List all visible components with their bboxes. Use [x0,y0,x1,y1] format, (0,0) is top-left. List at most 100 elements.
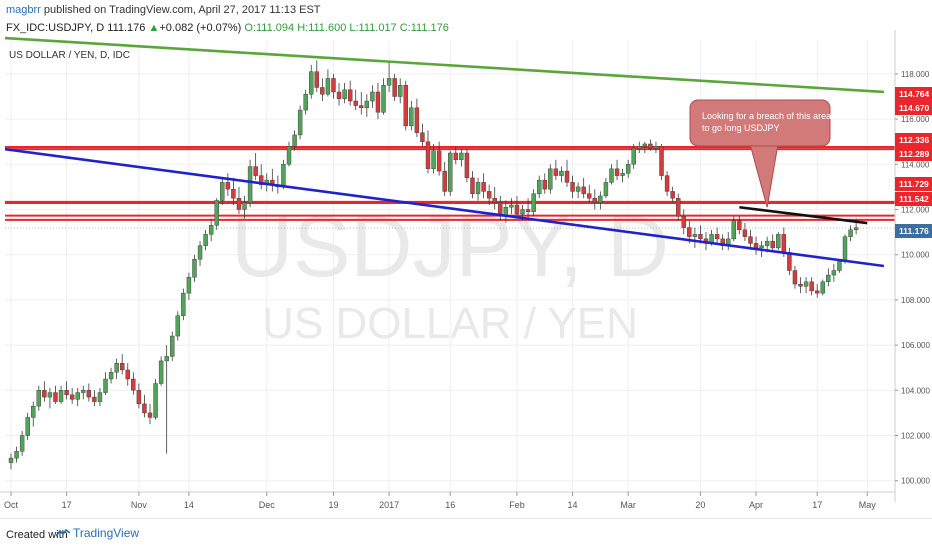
price-label-flag [895,133,932,147]
candle-body [653,146,659,149]
candle-body [220,182,225,201]
y-tick-label: 104.000 [901,386,930,395]
candle-body [531,193,536,212]
publish-info: magbrr published on TradingView.com, Apr… [6,4,321,16]
candle-body [664,175,670,192]
tradingview-icon [56,529,70,537]
candle-body [692,234,698,237]
candle-body [381,84,386,113]
candle-body [787,252,792,271]
candle-body [331,78,336,93]
candle-body [853,227,859,231]
candle-body [208,225,214,235]
candle-body [14,451,19,459]
candle-body [592,197,597,203]
candle-body [142,403,147,414]
candle-body [648,143,653,149]
candle-body [842,236,848,262]
candle-body [320,87,325,95]
candle-body [325,78,331,95]
last-price: 111.176 [107,22,146,34]
candle-body [170,335,175,357]
symbol-info: FX_IDC:USDJPY, D 111.176 ▲+0.082 (+0.07%… [6,22,449,34]
tradingview-logo[interactable]: TradingView [56,526,139,540]
candle-body [509,204,514,208]
candle-body [370,91,375,102]
symbol-label: FX_IDC:USDJPY, D [6,22,105,34]
candle-body [58,390,64,402]
candle-body [764,240,770,246]
candle-body [681,216,686,228]
candle-body [314,71,319,88]
grid-lines [5,40,895,492]
candle-body [297,109,303,136]
candle-body [559,170,564,176]
candle-body [831,270,837,276]
footer: Created with TradingView [0,518,932,551]
candle-body [420,132,425,142]
candle-body [392,78,397,97]
candle-body [86,390,92,398]
trend-line [5,147,885,268]
candle-body [848,229,853,237]
price-chart[interactable]: USDJPY, DUS DOLLAR / YEN US DOLLAR / YEN,… [0,0,932,518]
candle-body [737,220,742,231]
candle-body [525,209,531,212]
tradingview-brand: TradingView [73,526,140,540]
price-label-flag [895,87,932,101]
candle-body [153,383,158,418]
y-tick-label: 112.000 [901,206,930,215]
candle-body [136,390,142,405]
candle-body [837,261,842,271]
x-tick-label: 14 [184,500,194,510]
candle-body [581,186,586,194]
price-label-text: 114.670 [899,103,930,113]
candle-body [698,234,703,240]
price-label-flag [895,147,932,161]
candle-body [809,281,814,292]
candle-body [470,177,475,194]
candle-body [542,179,547,190]
author-link[interactable]: magbrr [6,4,41,16]
candle-body [347,89,353,102]
candle-body [131,378,136,391]
candle-body [236,197,242,210]
x-tick-label: Apr [749,500,763,510]
time-axis: Oct 17 Nov 14 Dec 19 2017 16 Feb 14 Mar 20 Apr 17 May [0,491,895,510]
price-label-text: 111.176 [899,226,929,236]
candle-body [409,107,414,127]
candle-body [798,283,803,287]
candle-body [286,146,292,165]
price-label-text: 111.729 [899,179,929,189]
candle-body [253,166,258,176]
candle-body [659,146,664,176]
candle-body [481,182,486,192]
candle-body [431,150,436,170]
candle-body [231,188,236,199]
candle-body [181,292,186,316]
candle-body [570,182,575,192]
candle-body [792,270,798,285]
x-tick-label: Dec [259,500,276,510]
watermark-symbol: USDJPY, D [231,199,669,295]
candle-body [114,362,119,373]
annotation-callout: Looking for a breach of this area to go l… [689,99,831,208]
candle-body [676,197,681,217]
candle-body [620,173,625,176]
candle-body [670,191,675,199]
candle-body [359,105,364,109]
candle-body [514,204,520,215]
y-tick-label: 110.000 [901,251,930,260]
price-label-flag [895,192,932,206]
candle-body [125,369,130,380]
x-tick-label: Oct [4,500,19,510]
candle-body [614,168,620,176]
candle-body [781,234,787,253]
y-tick-label: 118.000 [901,70,930,79]
candle-body [292,134,297,147]
candle-body [103,378,108,393]
candle-body [75,392,80,400]
candle-body [158,360,164,384]
price-label-flag [895,224,932,238]
y-tick-label: 114.000 [901,160,930,169]
